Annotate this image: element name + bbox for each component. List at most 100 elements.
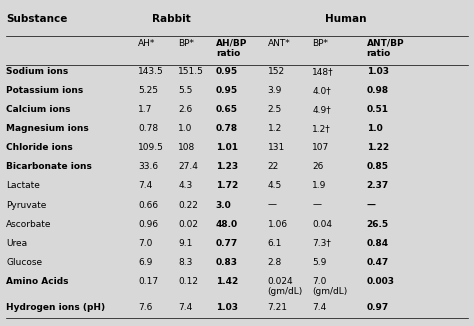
Text: Hydrogen ions (pH): Hydrogen ions (pH) (6, 303, 105, 312)
Text: 3.9: 3.9 (268, 86, 282, 95)
Text: 4.5: 4.5 (268, 182, 282, 190)
Text: 0.22: 0.22 (178, 200, 198, 210)
Text: 4.3: 4.3 (178, 182, 192, 190)
Text: 0.02: 0.02 (178, 220, 198, 229)
Text: 0.003: 0.003 (366, 277, 394, 286)
Text: AH*: AH* (138, 39, 155, 48)
Text: 0.47: 0.47 (366, 258, 389, 267)
Text: Human: Human (325, 14, 366, 24)
Text: 0.12: 0.12 (178, 277, 198, 286)
Text: 0.95: 0.95 (216, 67, 238, 76)
Text: 0.84: 0.84 (366, 239, 389, 248)
Text: 2.5: 2.5 (268, 105, 282, 114)
Text: —: — (366, 200, 375, 210)
Text: 1.03: 1.03 (216, 303, 238, 312)
Text: 0.77: 0.77 (216, 239, 238, 248)
Text: 7.0: 7.0 (138, 239, 153, 248)
Text: 26: 26 (312, 162, 324, 171)
Text: 5.25: 5.25 (138, 86, 158, 95)
Text: —: — (312, 200, 321, 210)
Text: 1.2†: 1.2† (312, 124, 331, 133)
Text: 5.9: 5.9 (312, 258, 327, 267)
Text: 22: 22 (268, 162, 279, 171)
Text: 1.01: 1.01 (216, 143, 238, 152)
Text: 1.06: 1.06 (268, 220, 288, 229)
Text: 6.1: 6.1 (268, 239, 282, 248)
Text: 0.17: 0.17 (138, 277, 158, 286)
Text: 0.83: 0.83 (216, 258, 238, 267)
Text: 108: 108 (178, 143, 195, 152)
Text: 27.4: 27.4 (178, 162, 198, 171)
Text: 0.65: 0.65 (216, 105, 238, 114)
Text: BP*: BP* (178, 39, 194, 48)
Text: 1.03: 1.03 (366, 67, 389, 76)
Text: 1.0: 1.0 (178, 124, 192, 133)
Text: ANT/BP
ratio: ANT/BP ratio (366, 39, 404, 58)
Text: 0.78: 0.78 (216, 124, 238, 133)
Text: 7.21: 7.21 (268, 303, 288, 312)
Text: Glucose: Glucose (6, 258, 42, 267)
Text: Pyruvate: Pyruvate (6, 200, 46, 210)
Text: 7.4: 7.4 (312, 303, 327, 312)
Text: 8.3: 8.3 (178, 258, 192, 267)
Text: 2.37: 2.37 (366, 182, 389, 190)
Text: 0.78: 0.78 (138, 124, 158, 133)
Text: 7.6: 7.6 (138, 303, 153, 312)
Text: 7.3†: 7.3† (312, 239, 331, 248)
Text: 151.5: 151.5 (178, 67, 204, 76)
Text: Urea: Urea (6, 239, 27, 248)
Text: 5.5: 5.5 (178, 86, 192, 95)
Text: Ascorbate: Ascorbate (6, 220, 52, 229)
Text: Substance: Substance (6, 14, 67, 24)
Text: 26.5: 26.5 (366, 220, 389, 229)
Text: 0.96: 0.96 (138, 220, 158, 229)
Text: BP*: BP* (312, 39, 328, 48)
Text: 7.4: 7.4 (178, 303, 192, 312)
Text: Rabbit: Rabbit (152, 14, 191, 24)
Text: 1.42: 1.42 (216, 277, 238, 286)
Text: 3.0: 3.0 (216, 200, 231, 210)
Text: 2.6: 2.6 (178, 105, 192, 114)
Text: 107: 107 (312, 143, 329, 152)
Text: 1.22: 1.22 (366, 143, 389, 152)
Text: Magnesium ions: Magnesium ions (6, 124, 89, 133)
Text: 7.0
(gm/dL): 7.0 (gm/dL) (312, 277, 347, 296)
Text: 9.1: 9.1 (178, 239, 192, 248)
Text: 0.024
(gm/dL): 0.024 (gm/dL) (268, 277, 303, 296)
Text: 143.5: 143.5 (138, 67, 164, 76)
Text: 1.72: 1.72 (216, 182, 238, 190)
Text: 1.0: 1.0 (366, 124, 383, 133)
Text: Amino Acids: Amino Acids (6, 277, 69, 286)
Text: 0.04: 0.04 (312, 220, 332, 229)
Text: 4.9†: 4.9† (312, 105, 331, 114)
Text: 1.7: 1.7 (138, 105, 153, 114)
Text: 152: 152 (268, 67, 285, 76)
Text: 7.4: 7.4 (138, 182, 152, 190)
Text: Chloride ions: Chloride ions (6, 143, 73, 152)
Text: 4.0†: 4.0† (312, 86, 331, 95)
Text: 1.2: 1.2 (268, 124, 282, 133)
Text: 33.6: 33.6 (138, 162, 158, 171)
Text: 148†: 148† (312, 67, 334, 76)
Text: 0.97: 0.97 (366, 303, 389, 312)
Text: 1.23: 1.23 (216, 162, 238, 171)
Text: 0.66: 0.66 (138, 200, 158, 210)
Text: —: — (268, 200, 277, 210)
Text: 1.9: 1.9 (312, 182, 327, 190)
Text: 109.5: 109.5 (138, 143, 164, 152)
Text: ANT*: ANT* (268, 39, 291, 48)
Text: Bicarbonate ions: Bicarbonate ions (6, 162, 92, 171)
Text: 0.98: 0.98 (366, 86, 389, 95)
Text: Sodium ions: Sodium ions (6, 67, 68, 76)
Text: 0.95: 0.95 (216, 86, 238, 95)
Text: AH/BP
ratio: AH/BP ratio (216, 39, 247, 58)
Text: Lactate: Lactate (6, 182, 40, 190)
Text: 6.9: 6.9 (138, 258, 153, 267)
Text: 48.0: 48.0 (216, 220, 238, 229)
Text: 0.51: 0.51 (366, 105, 389, 114)
Text: 0.85: 0.85 (366, 162, 389, 171)
Text: Calcium ions: Calcium ions (6, 105, 71, 114)
Text: Potassium ions: Potassium ions (6, 86, 83, 95)
Text: 2.8: 2.8 (268, 258, 282, 267)
Text: 131: 131 (268, 143, 285, 152)
